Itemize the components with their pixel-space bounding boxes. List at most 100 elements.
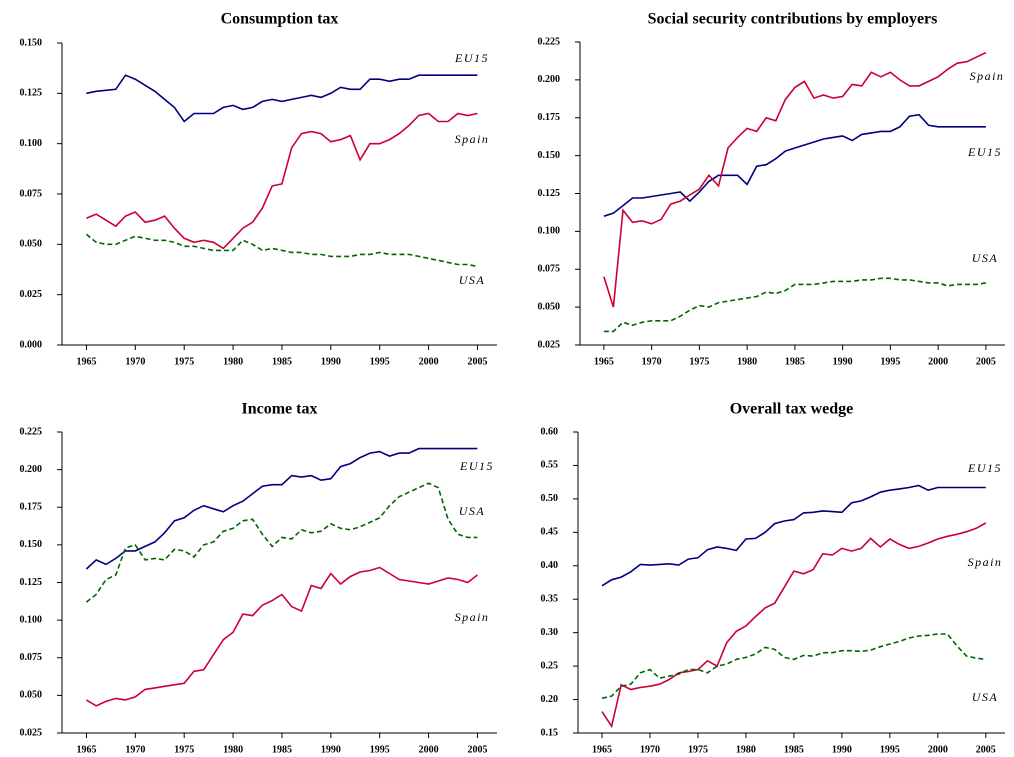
x-tick-label: 2005: [467, 356, 487, 367]
series-line: [85, 482, 478, 603]
chart-title: Social security contributions by employe…: [648, 11, 938, 28]
x-tick-label: 1990: [321, 356, 341, 367]
y-tick-label: 0.150: [538, 150, 561, 161]
series-label: USA: [972, 251, 999, 265]
y-tick-label: 0.100: [20, 614, 43, 625]
y-tick-label: 0.15: [541, 727, 559, 738]
x-tick-label: 1985: [272, 744, 292, 755]
chart-title: Consumption tax: [221, 11, 339, 28]
x-tick-label: 1970: [125, 744, 145, 755]
x-tick-label: 1965: [594, 356, 614, 367]
y-tick-label: 0.025: [538, 339, 561, 350]
y-tick-label: 0.050: [20, 239, 43, 250]
y-tick-label: 0.20: [541, 694, 559, 705]
y-tick-label: 0.55: [541, 460, 559, 471]
x-tick-label: 1980: [223, 356, 243, 367]
x-tick-label: 1990: [833, 356, 853, 367]
series-line: [85, 447, 478, 570]
y-tick-label: 0.50: [541, 493, 559, 504]
y-tick-label: 0.25: [541, 660, 559, 671]
series-label: Spain: [968, 555, 1003, 569]
x-tick-label: 1975: [174, 744, 194, 755]
y-tick-label: 0.45: [541, 527, 559, 538]
series-label: USA: [459, 273, 486, 287]
y-tick-label: 0.000: [20, 339, 43, 350]
x-tick-label: 1965: [76, 744, 96, 755]
y-tick-label: 0.200: [20, 464, 43, 475]
x-tick-label: 1985: [272, 356, 292, 367]
y-tick-label: 0.025: [20, 289, 43, 300]
x-tick-label: 1980: [223, 744, 243, 755]
x-tick-label: 1975: [688, 744, 708, 755]
series-line: [85, 233, 478, 268]
x-tick-label: 2000: [928, 356, 948, 367]
x-tick-label: 1975: [689, 356, 709, 367]
series-label: USA: [459, 504, 486, 518]
x-tick-label: 1990: [321, 744, 341, 755]
y-tick-label: 0.025: [20, 727, 43, 738]
series-label: USA: [972, 690, 999, 704]
series-label: EU15: [459, 459, 494, 473]
y-tick-label: 0.075: [20, 652, 43, 663]
x-tick-label: 1985: [784, 744, 804, 755]
y-tick-label: 0.175: [20, 502, 43, 513]
y-tick-label: 0.075: [20, 188, 43, 199]
y-tick-label: 0.125: [538, 188, 561, 199]
series-line: [86, 112, 478, 250]
x-tick-label: 2005: [976, 356, 996, 367]
x-tick-label: 1990: [832, 744, 852, 755]
series-line: [603, 277, 987, 333]
x-tick-label: 1995: [880, 356, 900, 367]
x-tick-label: 1980: [736, 744, 756, 755]
x-tick-label: 1980: [737, 356, 757, 367]
x-tick-label: 2005: [976, 744, 996, 755]
series-line: [86, 74, 478, 123]
x-tick-label: 1985: [785, 356, 805, 367]
y-tick-label: 0.30: [541, 627, 559, 638]
x-tick-label: 1965: [592, 744, 612, 755]
y-tick-label: 0.100: [538, 226, 561, 237]
y-tick-label: 0.125: [20, 577, 43, 588]
y-tick-label: 0.200: [538, 74, 561, 85]
x-tick-label: 1995: [880, 744, 900, 755]
x-tick-label: 1970: [125, 356, 145, 367]
series-label: Spain: [970, 69, 1005, 83]
series-label: EU15: [967, 145, 1002, 159]
y-tick-label: 0.050: [20, 690, 43, 701]
y-tick-label: 0.40: [541, 560, 559, 571]
x-tick-label: 2000: [928, 744, 948, 755]
series-line: [601, 484, 986, 587]
y-tick-label: 0.225: [20, 426, 43, 437]
x-tick-label: 1965: [76, 356, 96, 367]
series-label: Spain: [455, 610, 490, 624]
chart-title: Overall tax wedge: [730, 401, 854, 418]
x-tick-label: 2000: [419, 744, 439, 755]
y-tick-label: 0.175: [538, 112, 561, 123]
series-label: EU15: [454, 51, 489, 65]
x-tick-label: 1995: [370, 356, 390, 367]
series-line: [601, 522, 987, 729]
y-tick-label: 0.150: [20, 539, 43, 550]
x-tick-label: 2005: [467, 744, 487, 755]
series-line: [85, 566, 478, 707]
x-tick-label: 1995: [370, 744, 390, 755]
y-tick-label: 0.125: [20, 88, 43, 99]
y-tick-label: 0.150: [20, 37, 43, 48]
y-tick-label: 0.050: [538, 301, 561, 312]
series-line: [603, 113, 986, 217]
y-tick-label: 0.075: [538, 264, 561, 275]
y-tick-label: 0.35: [541, 594, 559, 605]
x-tick-label: 1970: [640, 744, 660, 755]
x-tick-label: 1970: [642, 356, 662, 367]
series-line: [603, 51, 987, 308]
series-label: EU15: [967, 461, 1002, 475]
y-tick-label: 0.225: [538, 36, 561, 47]
series-line: [601, 633, 986, 699]
series-label: Spain: [455, 132, 490, 146]
x-tick-label: 1975: [174, 356, 194, 367]
chart-title: Income tax: [242, 401, 318, 418]
y-tick-label: 0.100: [20, 138, 43, 149]
y-tick-label: 0.60: [541, 426, 559, 437]
x-tick-label: 2000: [419, 356, 439, 367]
